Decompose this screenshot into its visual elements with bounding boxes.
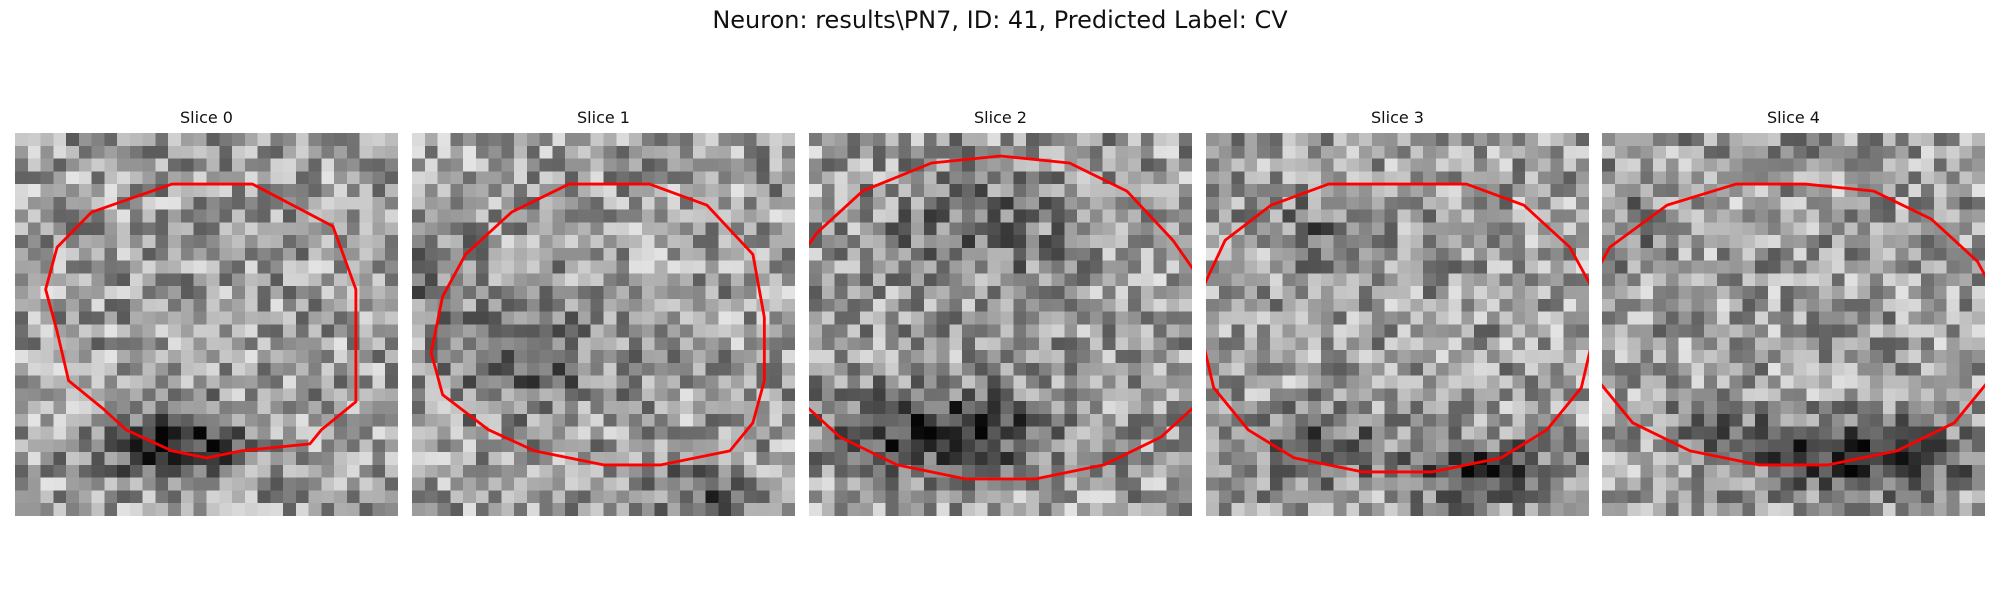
contour-outline: [1602, 182, 1985, 467]
pixel-texture: [1602, 133, 1985, 516]
panel-title-slice-1: Slice 1: [577, 108, 630, 127]
panel-title-slice-0: Slice 0: [180, 108, 233, 127]
panel-title-slice-2: Slice 2: [974, 108, 1027, 127]
panel-title-slice-3: Slice 3: [1371, 108, 1424, 127]
slice-image-0: [15, 133, 398, 516]
pixel-texture: [809, 133, 1192, 516]
slice-image-2: [809, 133, 1192, 516]
slice-image-4: [1602, 133, 1985, 516]
panel-title-slice-4: Slice 4: [1767, 108, 1820, 127]
contour-outline: [1206, 182, 1589, 474]
slice-image-3: [1206, 133, 1589, 516]
contour-outline: [44, 182, 358, 460]
figure-title: Neuron: results\PN7, ID: 41, Predicted L…: [712, 6, 1288, 34]
contour-outline: [429, 182, 766, 467]
pixel-texture: [412, 133, 795, 516]
contour-outline: [809, 154, 1192, 481]
pixel-texture: [15, 133, 398, 516]
pixel-texture: [1206, 133, 1589, 516]
slice-image-1: [412, 133, 795, 516]
